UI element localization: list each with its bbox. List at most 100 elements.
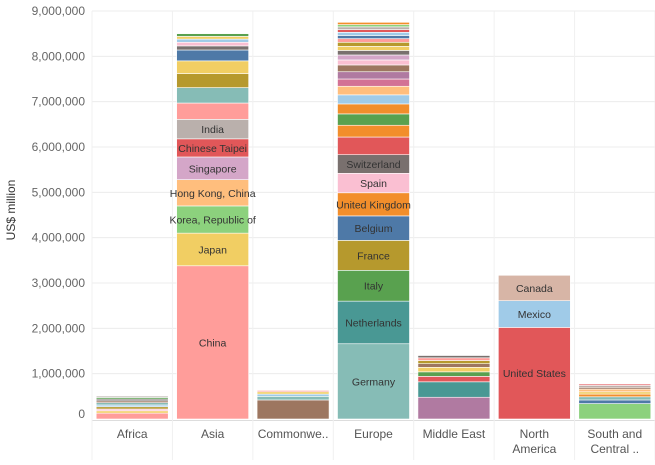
segment-label: Korea, Republic of: [169, 215, 255, 227]
bar-segment: [337, 240, 410, 271]
segment-label: Spain: [360, 178, 387, 190]
segment-label: Belgium: [355, 223, 393, 235]
bar-segment: [95, 410, 169, 414]
x-category-label: Africa: [117, 427, 148, 441]
bar-segment: [337, 94, 410, 105]
bar-segment: [417, 376, 491, 383]
bar-segment: [176, 60, 249, 74]
bar-segment: [417, 363, 491, 368]
bar-segment: [578, 391, 652, 395]
bar-segment: [578, 396, 652, 401]
bar-segment: [337, 103, 410, 115]
bar-segment: [337, 136, 410, 156]
bar-segment: [176, 205, 249, 234]
bar-segment: [337, 71, 410, 80]
bar-stack: [176, 33, 249, 420]
bar-segment: [176, 87, 249, 104]
bars: [95, 22, 652, 420]
bar-stack: [417, 355, 491, 420]
bar-segment: [417, 371, 491, 377]
segment-label: China: [199, 337, 227, 349]
bar-segment: [578, 399, 652, 404]
y-axis-title: US$ million: [4, 180, 18, 241]
bar-segment: [256, 396, 330, 401]
bar-segment: [417, 360, 491, 364]
bar-segment: [337, 29, 410, 33]
y-tick-label: 1,000,000: [32, 367, 86, 381]
y-tick-label: 9,000,000: [32, 4, 86, 18]
bar-segment: [337, 64, 410, 73]
y-tick-label: 8,000,000: [32, 49, 86, 63]
segment-label: France: [357, 250, 390, 262]
bar-segment: [176, 232, 249, 267]
x-category-label: America: [512, 442, 556, 456]
bar-segment: [337, 24, 410, 28]
bar-segment: [95, 395, 169, 398]
bar-segment: [337, 35, 410, 39]
segment-label: Mexico: [518, 309, 551, 321]
segment-label: Chinese Taipei: [178, 143, 247, 155]
bar-segment: [337, 270, 410, 302]
bar-segment: [337, 38, 410, 43]
bar-stack: [95, 395, 169, 420]
x-category-label: North: [520, 427, 549, 441]
bar-segment: [337, 46, 410, 51]
y-tick-label: 2,000,000: [32, 321, 86, 335]
bar-segment: [337, 343, 410, 420]
bar-segment: [176, 38, 249, 43]
bar-stack: [337, 22, 410, 420]
segment-label: United States: [503, 368, 566, 380]
bar-segment: [417, 396, 491, 420]
bar-segment: [578, 388, 652, 393]
bar-segment: [176, 45, 249, 51]
bar-segment: [256, 399, 330, 420]
bar-segment: [95, 402, 169, 406]
bar-segment: [417, 367, 491, 373]
bar-segment: [498, 300, 571, 328]
bar-segment: [417, 355, 491, 359]
bar-segment: [176, 41, 249, 47]
x-category-label: Asia: [201, 427, 225, 441]
bar-segment: [176, 102, 249, 120]
bar-stack: [498, 274, 571, 420]
y-tick-label: 0: [78, 407, 85, 421]
bar-segment: [337, 54, 410, 61]
bar-segment: [176, 73, 249, 88]
bar-segment: [337, 300, 410, 345]
bar-segment: [337, 32, 410, 36]
bar-segment: [337, 41, 410, 47]
bar-segment: [176, 49, 249, 62]
segment-label: Switzerland: [346, 159, 400, 171]
x-axis-labels: Africa Asia Commonwe.. Europe Middle East Nor…: [117, 427, 642, 456]
segment-labels: China Japan Korea, Republic of Hong Kong, C…: [169, 124, 565, 388]
x-category-label: Europe: [354, 427, 393, 441]
bar-segment: [498, 327, 571, 420]
y-tick-label: 6,000,000: [32, 140, 86, 154]
bar-segment: [337, 50, 410, 56]
bar-segment: [256, 391, 330, 395]
y-tick-label: 4,000,000: [32, 231, 86, 245]
y-axis-ticks: 0 1,000,000 2,000,000 3,000,000 4,000,000 5,0…: [32, 4, 86, 421]
bar-segment: [176, 33, 249, 37]
segment-label: Singapore: [189, 163, 237, 175]
bar-segment: [417, 381, 491, 398]
bar-segment: [95, 412, 169, 420]
bar-segment: [417, 357, 491, 361]
bar-segment: [337, 22, 410, 25]
bar-segment: [95, 406, 169, 410]
bar-segment: [337, 85, 410, 96]
segment-label: Canada: [516, 283, 553, 295]
bar-segment: [337, 78, 410, 87]
segment-label: Italy: [364, 281, 384, 293]
bar-segment: [578, 403, 652, 420]
bar-segment: [337, 215, 410, 241]
y-tick-label: 3,000,000: [32, 276, 86, 290]
bar-segment: [337, 113, 410, 126]
segment-label: United Kingdom: [336, 199, 411, 211]
bar-segment: [578, 383, 652, 386]
y-tick-label: 5,000,000: [32, 185, 86, 199]
segment-label: Germany: [352, 376, 396, 388]
bar-segment: [176, 36, 249, 40]
bar-segment: [256, 390, 330, 393]
